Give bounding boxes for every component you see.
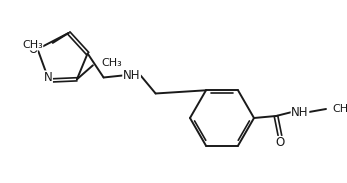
Text: O: O xyxy=(28,43,37,56)
Text: O: O xyxy=(276,137,285,150)
Text: CH₃: CH₃ xyxy=(332,104,347,114)
Text: CH₃: CH₃ xyxy=(22,40,43,50)
Text: N: N xyxy=(44,71,52,84)
Text: NH: NH xyxy=(291,106,309,119)
Text: NH: NH xyxy=(123,69,140,82)
Text: CH₃: CH₃ xyxy=(101,58,122,68)
